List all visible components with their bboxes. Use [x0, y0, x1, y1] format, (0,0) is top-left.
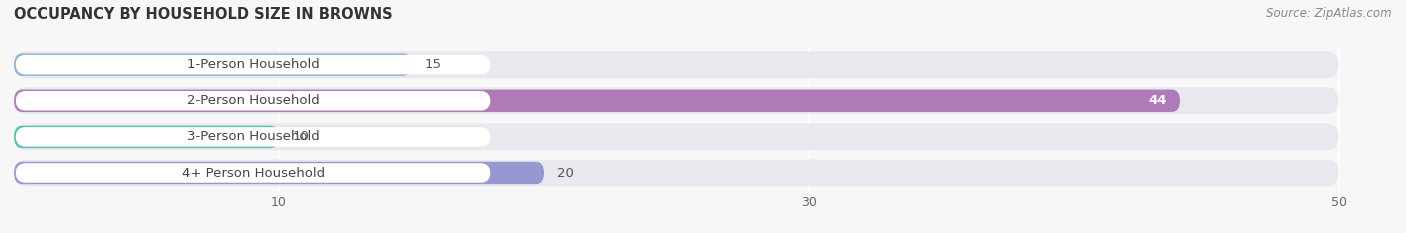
FancyBboxPatch shape: [14, 126, 278, 148]
FancyBboxPatch shape: [14, 162, 544, 184]
Text: Source: ZipAtlas.com: Source: ZipAtlas.com: [1267, 7, 1392, 20]
FancyBboxPatch shape: [14, 87, 1339, 114]
Text: 1-Person Household: 1-Person Household: [187, 58, 319, 71]
FancyBboxPatch shape: [14, 51, 1339, 78]
Text: OCCUPANCY BY HOUSEHOLD SIZE IN BROWNS: OCCUPANCY BY HOUSEHOLD SIZE IN BROWNS: [14, 7, 392, 22]
FancyBboxPatch shape: [14, 53, 412, 76]
Text: 20: 20: [557, 167, 574, 179]
FancyBboxPatch shape: [15, 91, 491, 110]
FancyBboxPatch shape: [14, 89, 1180, 112]
Text: 10: 10: [292, 130, 309, 143]
FancyBboxPatch shape: [14, 123, 1339, 150]
Text: 15: 15: [425, 58, 441, 71]
FancyBboxPatch shape: [15, 163, 491, 183]
FancyBboxPatch shape: [15, 127, 491, 147]
Text: 44: 44: [1149, 94, 1167, 107]
Text: 4+ Person Household: 4+ Person Household: [181, 167, 325, 179]
FancyBboxPatch shape: [15, 55, 491, 74]
Text: 3-Person Household: 3-Person Household: [187, 130, 319, 143]
Text: 2-Person Household: 2-Person Household: [187, 94, 319, 107]
FancyBboxPatch shape: [14, 160, 1339, 186]
